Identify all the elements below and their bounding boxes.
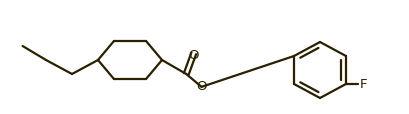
Text: O: O xyxy=(196,79,207,92)
Text: F: F xyxy=(360,78,367,91)
Text: O: O xyxy=(189,49,199,62)
